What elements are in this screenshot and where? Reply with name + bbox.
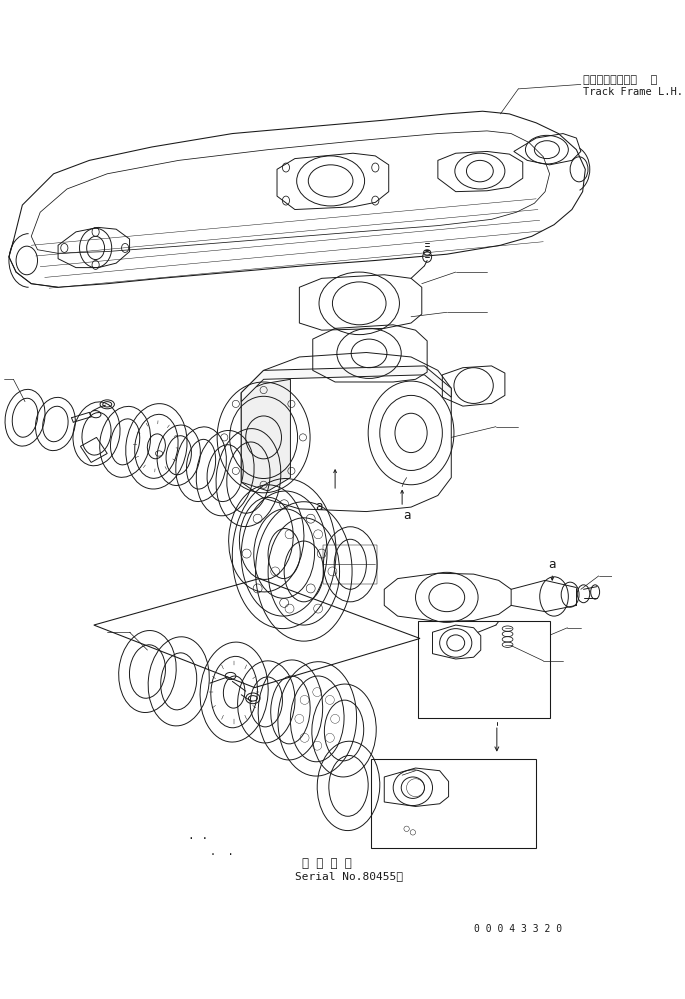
Text: トラックフレーム  左: トラックフレーム 左 <box>583 75 657 85</box>
Text: 適 用 号 機: 適 用 号 機 <box>302 857 352 870</box>
Text: . .: . . <box>188 830 208 840</box>
Bar <box>419 621 551 718</box>
Text: Serial No.80455～: Serial No.80455～ <box>295 871 403 881</box>
Text: a: a <box>315 500 323 512</box>
Bar <box>323 544 377 584</box>
Text: Track Frame L.H.: Track Frame L.H. <box>583 87 683 97</box>
Text: 0 0 0 4 3 3 2 0: 0 0 0 4 3 3 2 0 <box>473 924 562 934</box>
Text: a: a <box>549 558 556 571</box>
Bar <box>371 759 536 848</box>
Text: a: a <box>403 508 410 521</box>
Polygon shape <box>241 366 451 402</box>
Polygon shape <box>241 380 290 492</box>
Text: .  .: . . <box>210 847 234 857</box>
